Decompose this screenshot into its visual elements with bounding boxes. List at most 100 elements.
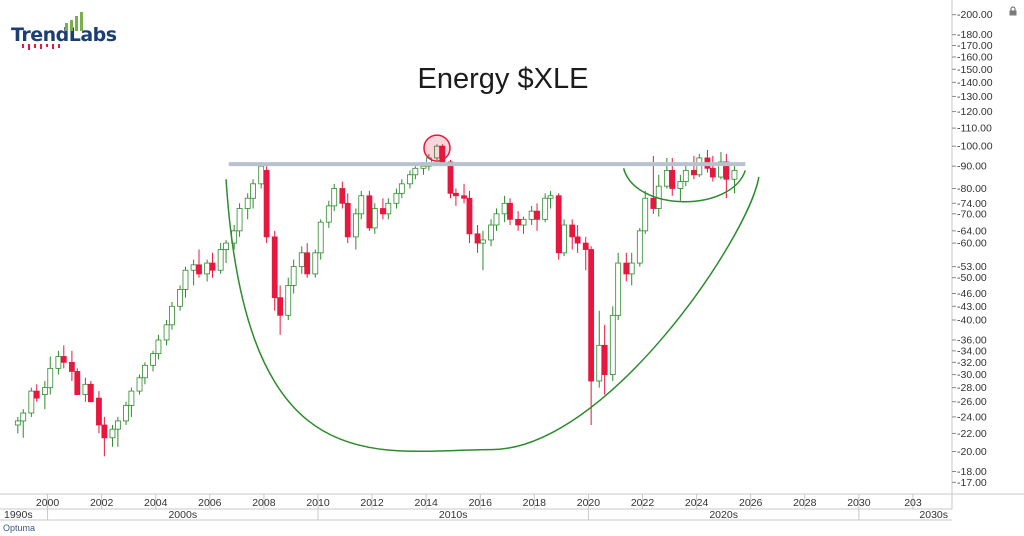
candle-body bbox=[204, 262, 211, 275]
candle bbox=[453, 188, 459, 206]
candle bbox=[290, 259, 297, 294]
lock-icon[interactable] bbox=[1008, 6, 1018, 16]
candle-body bbox=[82, 383, 89, 395]
candle bbox=[623, 252, 630, 282]
candle bbox=[501, 195, 508, 223]
candle bbox=[20, 409, 27, 438]
y-tick-label: -36.00 bbox=[957, 334, 987, 346]
candle-body bbox=[87, 383, 94, 403]
candle bbox=[731, 166, 738, 194]
candle-body bbox=[663, 170, 670, 187]
candle bbox=[561, 219, 567, 257]
candle-body bbox=[223, 242, 229, 250]
candle bbox=[507, 198, 513, 226]
candle-body bbox=[628, 262, 635, 275]
candle-body bbox=[731, 170, 738, 180]
candle-body bbox=[217, 249, 224, 271]
candle bbox=[434, 144, 440, 160]
candle bbox=[393, 188, 400, 209]
candle bbox=[555, 193, 562, 260]
candle bbox=[628, 252, 635, 286]
y-tick-label: -26.00 bbox=[957, 396, 987, 408]
candle bbox=[534, 203, 540, 231]
y-tick-label: -60.00 bbox=[957, 238, 987, 250]
candle bbox=[190, 259, 197, 286]
candle-body bbox=[574, 236, 581, 244]
candle bbox=[691, 155, 697, 180]
x-tick-label: 2004 bbox=[144, 497, 168, 509]
candle-body bbox=[480, 239, 486, 244]
candle bbox=[569, 219, 576, 250]
candle-body bbox=[582, 242, 589, 250]
candle bbox=[407, 170, 413, 189]
candle-body bbox=[20, 412, 27, 422]
y-tick-label: -20.00 bbox=[957, 446, 987, 458]
candle bbox=[352, 208, 359, 250]
candle-body bbox=[14, 420, 21, 426]
candle-body bbox=[298, 252, 305, 268]
y-tick-label: -32.00 bbox=[957, 357, 987, 369]
candle-body bbox=[258, 165, 265, 185]
y-tick-label: -30.00 bbox=[957, 369, 987, 381]
candle-body bbox=[669, 170, 676, 189]
y-tick-label: -160.00 bbox=[957, 52, 993, 64]
candle-body bbox=[190, 264, 197, 271]
y-tick-label: -34.00 bbox=[957, 345, 987, 357]
y-tick-label: -70.00 bbox=[957, 208, 987, 220]
candle bbox=[28, 387, 35, 417]
decade-label: 2000s bbox=[168, 509, 197, 521]
candle bbox=[358, 190, 365, 220]
candle-body bbox=[155, 339, 162, 355]
candle bbox=[136, 374, 143, 395]
candle bbox=[312, 249, 319, 278]
y-tick-label: -100.00 bbox=[957, 141, 993, 153]
candle-body bbox=[534, 210, 540, 220]
candle-body bbox=[601, 344, 608, 375]
candle-body bbox=[466, 197, 473, 235]
candle-body bbox=[412, 167, 419, 176]
candle bbox=[204, 259, 211, 282]
x-tick-label: 2008 bbox=[252, 497, 276, 509]
highlight-circle bbox=[423, 134, 451, 162]
candle bbox=[250, 179, 256, 209]
y-tick-label: -90.00 bbox=[957, 161, 987, 173]
y-tick-label: -18.00 bbox=[957, 466, 987, 478]
candle-body bbox=[542, 197, 549, 220]
candle bbox=[331, 183, 338, 212]
candle-body bbox=[561, 224, 567, 254]
x-tick-label: 2030 bbox=[847, 497, 871, 509]
candle bbox=[69, 350, 75, 382]
candle bbox=[655, 174, 662, 217]
x-tick-label: 2006 bbox=[198, 497, 222, 509]
x-tick-label: 2024 bbox=[685, 497, 709, 509]
y-tick-label: -64.00 bbox=[957, 225, 987, 237]
candle bbox=[704, 150, 711, 173]
y-tick-label: -28.00 bbox=[957, 382, 987, 394]
candle bbox=[123, 401, 129, 425]
y-tick-label: -180.00 bbox=[957, 29, 993, 41]
candle bbox=[285, 277, 292, 321]
candle bbox=[209, 252, 216, 278]
candle bbox=[596, 310, 603, 388]
x-axis: 8200020022004200620082010201220142016201… bbox=[36, 494, 922, 509]
candle-body bbox=[290, 266, 297, 286]
candle-body bbox=[555, 195, 562, 254]
candle bbox=[277, 285, 284, 335]
candle bbox=[182, 266, 189, 298]
candle-body bbox=[277, 297, 284, 316]
candle-body bbox=[101, 424, 108, 439]
candle bbox=[169, 301, 175, 330]
decade-label: 2020s bbox=[709, 509, 738, 521]
candle-body bbox=[385, 202, 392, 215]
candle bbox=[14, 416, 21, 434]
candle-body bbox=[642, 197, 649, 232]
candle-body bbox=[196, 264, 202, 275]
x-tick-label: 2026 bbox=[739, 497, 763, 509]
candle-body bbox=[163, 324, 170, 341]
candle-body bbox=[304, 252, 311, 275]
candle-body bbox=[493, 213, 500, 226]
candle-body bbox=[588, 249, 595, 382]
brand-logo: TrendLabs bbox=[11, 24, 117, 46]
candle bbox=[155, 334, 162, 360]
y-tick-label: -43.00 bbox=[957, 301, 987, 313]
